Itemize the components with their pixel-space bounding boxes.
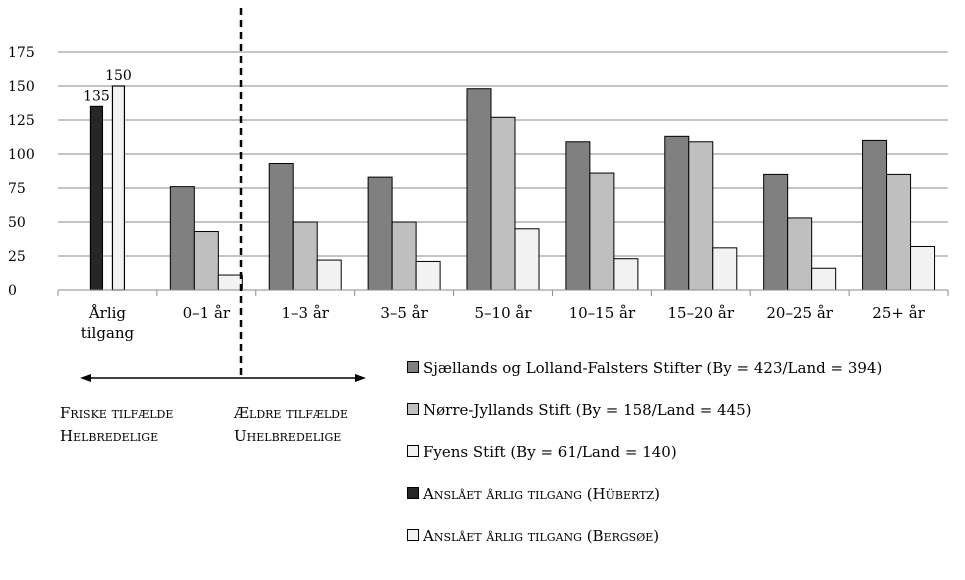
x-category-label: 15–20 år xyxy=(667,304,734,322)
legend-swatch xyxy=(407,361,419,373)
y-tick-label: 50 xyxy=(8,215,26,231)
legend-item-sjaelland: Sjællands og Lolland-Falsters Stifter (B… xyxy=(407,358,882,378)
bar xyxy=(415,260,441,291)
bar xyxy=(787,217,813,291)
x-category-label: tilgang xyxy=(81,324,135,342)
legend-item-norrejylland: Nørre-Jyllands Stift (By = 158/Land = 44… xyxy=(407,400,752,420)
legend-label: Anslået årlig tilgang (Hübertz) xyxy=(423,485,660,503)
annotation-old-cases: Ældre tilfælde Uhelbredelige xyxy=(234,402,348,448)
bar xyxy=(664,135,690,291)
bar xyxy=(688,141,714,291)
bar xyxy=(910,245,936,291)
legend-swatch xyxy=(407,403,419,415)
arrow-head-left xyxy=(80,374,91,382)
legend-item-hubertz: Anslået årlig tilgang (Hübertz) xyxy=(407,484,660,504)
annotation-fresh-cases: Friske tilfælde Helbredelige xyxy=(60,402,173,448)
bar xyxy=(490,116,516,291)
bar xyxy=(89,105,104,291)
bar xyxy=(268,163,294,291)
annotation-line: Ældre tilfælde xyxy=(234,404,349,422)
bar xyxy=(316,259,342,291)
y-tick-label: 175 xyxy=(8,45,35,61)
data-label: 135 xyxy=(83,88,110,104)
bar xyxy=(193,231,219,291)
bar xyxy=(811,267,837,291)
x-category-label: 5–10 år xyxy=(474,304,532,322)
bar xyxy=(169,186,195,291)
bar xyxy=(367,176,393,291)
y-tick-label: 100 xyxy=(8,147,35,163)
labels: 0 25 50 75 100 125 150 175 Årlig tilgang 0–1 år 1–3… xyxy=(8,45,926,342)
x-category-label: 25+ år xyxy=(872,304,925,322)
bar xyxy=(763,173,789,291)
legend-label: Anslået årlig tilgang (Bergsøe) xyxy=(423,527,660,545)
annotation-line: Friske tilfælde xyxy=(60,404,174,422)
legend-label: Sjællands og Lolland-Falsters Stifter (B… xyxy=(423,359,883,377)
y-tick-label: 0 xyxy=(8,283,17,299)
y-tick-label: 25 xyxy=(8,249,26,265)
legend-label: Fyens Stift (By = 61/Land = 140) xyxy=(423,443,677,461)
x-category-label: 1–3 år xyxy=(281,304,329,322)
legend-item-fyn: Fyens Stift (By = 61/Land = 140) xyxy=(407,442,677,462)
legend-swatch xyxy=(407,445,419,457)
annotation-line: Helbredelige xyxy=(60,427,159,445)
bar xyxy=(589,172,615,291)
legend-swatch xyxy=(407,487,419,499)
bar xyxy=(565,141,591,291)
bar xyxy=(862,139,888,291)
bar xyxy=(292,221,318,291)
bars xyxy=(89,85,936,291)
bar xyxy=(514,228,540,291)
bar xyxy=(712,247,738,291)
bar xyxy=(217,274,243,291)
x-category-label: 10–15 år xyxy=(569,304,636,322)
y-tick-label: 125 xyxy=(8,113,35,129)
data-label: 150 xyxy=(105,68,132,84)
y-tick-label: 75 xyxy=(8,181,26,197)
x-category-label: Årlig xyxy=(88,304,127,322)
arrow-head-right xyxy=(355,374,366,382)
y-tick-label: 150 xyxy=(8,79,35,95)
x-category-label: 0–1 år xyxy=(183,304,231,322)
bar xyxy=(613,258,639,291)
legend-item-bergsoe: Anslået årlig tilgang (Bergsøe) xyxy=(407,526,659,546)
bar xyxy=(391,221,417,291)
bar xyxy=(111,85,126,291)
legend-swatch xyxy=(407,529,419,541)
bar xyxy=(886,173,912,291)
bar xyxy=(466,88,492,291)
axes xyxy=(57,8,949,382)
x-category-label: 20–25 år xyxy=(766,304,833,322)
legend-label: Nørre-Jyllands Stift (By = 158/Land = 44… xyxy=(423,401,752,419)
x-category-label: 3–5 år xyxy=(380,304,428,322)
annotation-line: Uhelbredelige xyxy=(234,427,342,445)
